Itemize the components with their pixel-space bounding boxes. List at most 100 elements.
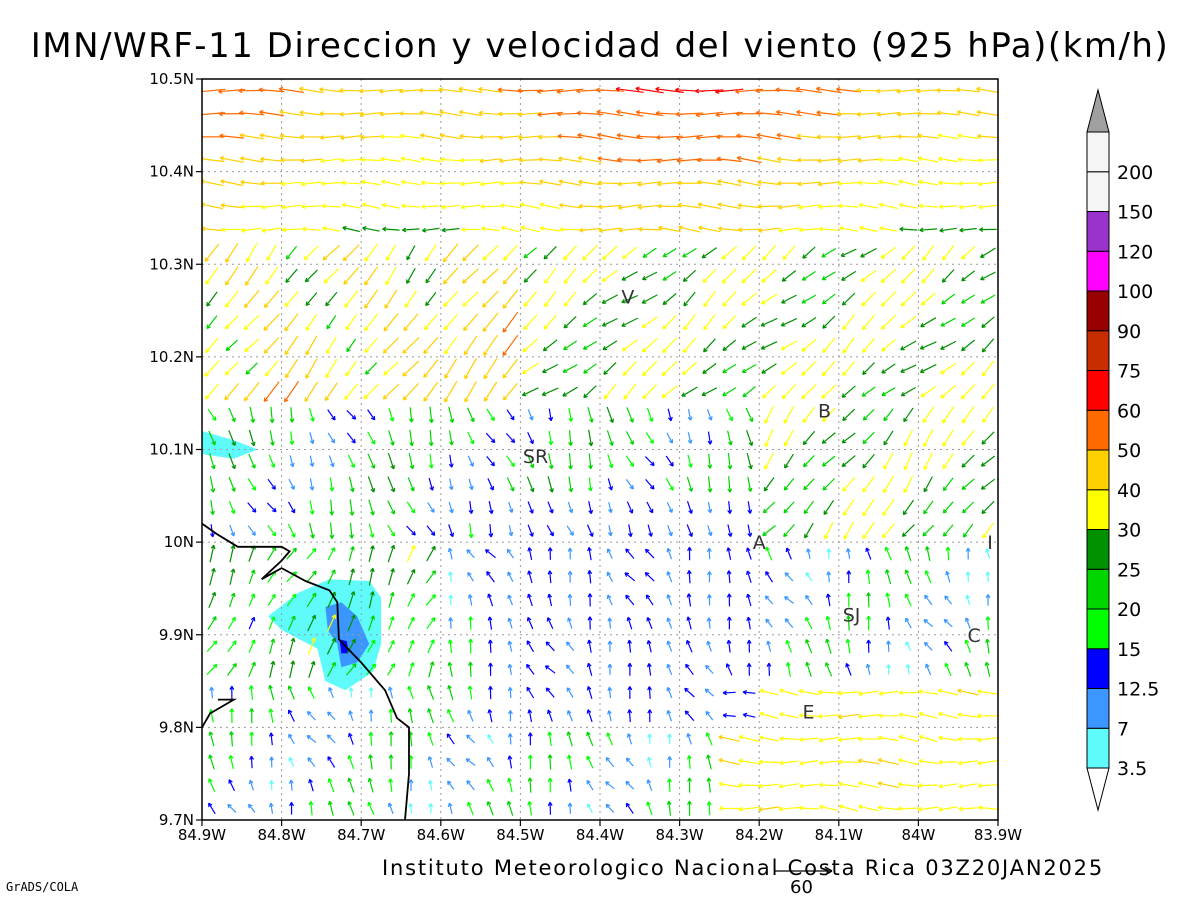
wind-vector: [722, 291, 737, 307]
wind-vector: [303, 245, 319, 261]
wind-vector: [527, 801, 533, 816]
speed-shading: [202, 431, 382, 691]
wind-vector: [878, 202, 898, 210]
wind-vector: [284, 358, 299, 379]
wind-vector: [977, 157, 998, 163]
wind-vector: [408, 453, 415, 470]
wind-vector: [368, 523, 375, 538]
wind-vector: [722, 387, 737, 397]
wind-vector: [364, 243, 378, 262]
wind-vector: [841, 455, 856, 468]
wind-vector: [765, 618, 773, 628]
wind-vector: [858, 804, 879, 812]
wind-vector: [799, 759, 819, 766]
wind-vector: [886, 664, 892, 675]
wind-vector: [522, 338, 539, 353]
wind-vector: [702, 363, 717, 374]
wind-vector: [558, 156, 582, 163]
wind-vector: [518, 157, 542, 163]
software-label: GrADS/COLA: [6, 880, 79, 894]
wind-vector: [918, 734, 938, 743]
wind-vector: [368, 591, 375, 609]
colorbar-swatch: [1086, 568, 1110, 610]
wind-vector: [765, 570, 774, 583]
wind-vector: [666, 800, 672, 816]
wind-vector: [385, 266, 397, 286]
wind-vector: [817, 158, 841, 164]
wind-vector: [521, 387, 539, 397]
wind-vector: [819, 782, 839, 788]
wind-vector: [324, 382, 338, 402]
wind-vector: [837, 737, 860, 743]
wind-vector: [487, 709, 493, 723]
wind-vector: [755, 88, 783, 94]
wind-vector: [885, 592, 891, 608]
wind-vector: [758, 227, 780, 233]
wind-vector: [359, 88, 383, 94]
wind-vector: [427, 685, 435, 700]
wind-vector: [502, 289, 519, 309]
wind-vector: [507, 710, 513, 722]
wind-vector: [466, 734, 476, 744]
wind-vector: [383, 361, 399, 376]
wind-vector: [382, 383, 400, 400]
wind-vector: [327, 756, 336, 768]
wind-vector: [268, 454, 276, 468]
wind-vector: [742, 712, 756, 718]
wind-vector: [762, 501, 776, 514]
wind-vector: [866, 639, 872, 653]
wind-vector: [428, 453, 434, 469]
wind-vector: [408, 407, 414, 423]
wind-vector: [703, 314, 716, 331]
wind-vector: [440, 157, 462, 163]
wind-vector: [896, 88, 921, 94]
wind-vector: [886, 640, 891, 652]
wind-vector: [339, 87, 364, 93]
wind-vector: [898, 758, 919, 766]
wind-vector: [425, 570, 436, 584]
colorbar-swatch: [1086, 131, 1110, 173]
wind-vector: [407, 477, 415, 492]
wind-vector: [736, 133, 763, 139]
wind-vector: [940, 317, 956, 327]
wind-vector: [765, 546, 773, 561]
wind-vector: [706, 571, 712, 583]
wind-vector: [426, 617, 436, 630]
wind-vector: [228, 500, 236, 515]
wind-vector: [942, 501, 954, 514]
wind-vector: [587, 803, 593, 814]
wind-vector: [705, 732, 713, 746]
wind-vector: [264, 360, 279, 377]
wind-vector: [858, 180, 879, 186]
wind-vector: [961, 406, 975, 424]
wind-vector: [667, 778, 672, 792]
wind-vector: [746, 453, 753, 470]
wind-vector: [905, 641, 912, 652]
wind-vector: [248, 685, 254, 700]
wind-vector: [900, 340, 917, 351]
wind-vector: [381, 179, 401, 186]
wind-vector: [439, 109, 462, 117]
wind-vector: [747, 476, 753, 492]
wind-vector: [965, 617, 971, 629]
wind-vector: [597, 156, 623, 163]
wind-vector: [248, 661, 256, 678]
wind-vector: [387, 524, 395, 537]
wind-vector: [248, 545, 256, 562]
wind-vector: [306, 547, 317, 560]
wind-vector: [759, 735, 779, 742]
wind-vector: [979, 247, 996, 258]
wind-vector: [587, 616, 593, 630]
wind-vector: [467, 431, 475, 445]
wind-vector: [548, 408, 554, 422]
wind-vector: [401, 179, 421, 186]
wind-vector: [746, 616, 752, 630]
wind-vector: [347, 755, 355, 769]
wind-vector: [364, 289, 379, 309]
wind-vector: [228, 453, 236, 470]
wind-vector: [784, 453, 794, 469]
wind-vector: [802, 454, 815, 468]
wind-vector: [656, 158, 683, 164]
wind-vector: [499, 180, 521, 186]
wind-vector: [388, 778, 394, 792]
